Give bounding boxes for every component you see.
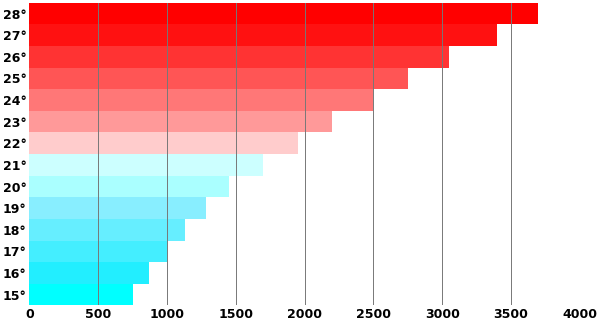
Bar [29,154,263,176]
Bar [29,68,408,89]
Bar [29,24,497,46]
Bar [29,262,149,284]
Bar [29,133,298,154]
Bar [29,111,332,133]
Bar [29,89,373,111]
Bar [29,3,538,24]
Bar [29,284,133,306]
Bar [29,197,206,219]
Bar [29,46,449,68]
Bar [29,219,185,241]
Bar [29,241,167,262]
Bar [29,176,229,197]
